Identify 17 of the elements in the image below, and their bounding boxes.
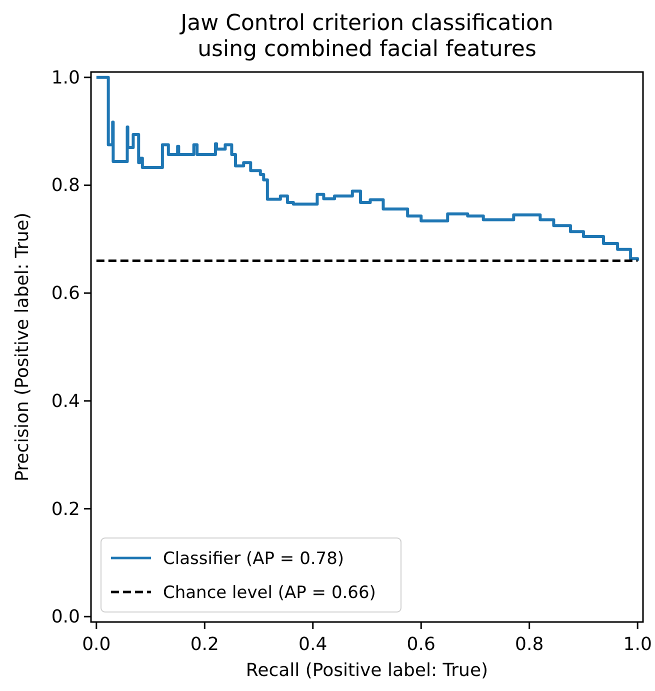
legend-label: Classifier (AP = 0.78) — [163, 549, 344, 569]
x-tick-label: 0.4 — [298, 634, 328, 655]
y-tick-label: 1.0 — [51, 67, 80, 88]
y-axis-title: Precision (Positive label: True) — [12, 212, 33, 482]
chart-title: Jaw Control criterion classification using combined facial features — [178, 11, 554, 62]
x-axis-title: Recall (Positive label: True) — [246, 660, 488, 681]
x-tick-label: 0.6 — [406, 634, 436, 655]
y-tick-label: 0.6 — [51, 283, 80, 304]
y-tick-label: 0.8 — [51, 175, 80, 196]
x-tick-label: 0.2 — [190, 634, 219, 655]
y-tick-label: 0.0 — [51, 606, 80, 628]
y-tick-label: 0.4 — [51, 390, 80, 412]
y-tick-label: 0.2 — [51, 498, 80, 520]
x-tick-label: 0.0 — [82, 634, 111, 655]
x-tick-label: 1.0 — [623, 634, 652, 655]
legend-label: Chance level (AP = 0.66) — [163, 583, 376, 603]
x-tick-label: 0.8 — [515, 634, 544, 655]
